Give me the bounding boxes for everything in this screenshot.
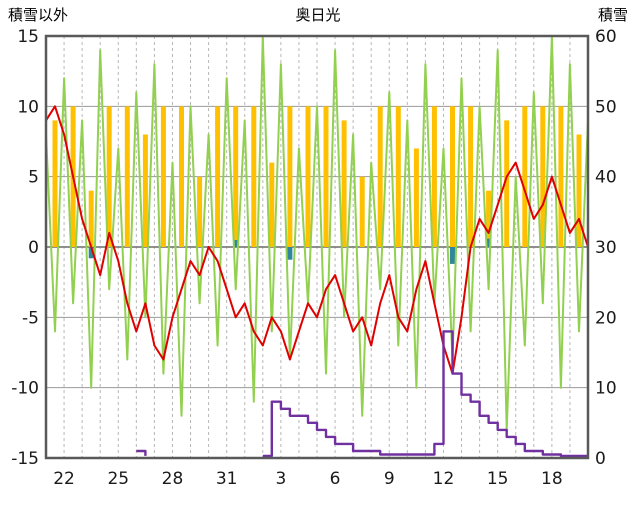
purple-step-line [136, 330, 588, 458]
orange-bars-bar [576, 134, 582, 247]
orange-bars-bar [124, 106, 130, 247]
red-line [45, 105, 589, 375]
orange-bars-bar [197, 176, 203, 247]
orange-bars-bar [359, 176, 365, 247]
green-spiky-line [45, 35, 589, 431]
blue-bars-bar [88, 247, 94, 259]
orange-bars-bar [233, 106, 239, 247]
orange-bars-bar [323, 106, 329, 247]
orange-bars-bar [287, 106, 293, 247]
orange-bars-bar [269, 162, 275, 247]
orange-bars-bar [486, 190, 492, 247]
orange-bars-bar [540, 106, 546, 247]
x-axis-tick-label: 31 [216, 469, 238, 489]
orange-bars-bar [305, 106, 311, 247]
right-axis-title: 積雪 [598, 6, 628, 24]
chart-title: 奥日光 [295, 6, 340, 24]
orange-bars-bar [431, 106, 437, 247]
left-axis-tick-label: 10 [17, 97, 39, 117]
left-axis-tick-label: -5 [22, 308, 39, 328]
orange-bars-bar [142, 134, 148, 247]
x-axis-tick-label: 18 [541, 469, 563, 489]
orange-bars-bar [179, 106, 184, 247]
orange-bars-bar [558, 106, 564, 247]
blue-bars-bar [450, 247, 455, 264]
x-axis-tick-label: 28 [162, 469, 184, 489]
right-axis-tick-label: 60 [595, 27, 617, 47]
x-axis-tick-label: 9 [384, 469, 395, 489]
orange-bars-bar [504, 120, 510, 247]
x-axis-tick-label: 6 [330, 469, 341, 489]
orange-bars-bar [160, 106, 166, 247]
left-axis-tick-label: 0 [28, 238, 39, 258]
orange-bars-bar [88, 190, 94, 247]
orange-bars-bar [251, 106, 257, 247]
plot-border [44, 34, 590, 460]
right-axis-tick-label: 50 [595, 97, 617, 117]
right-axis-tick-label: 0 [595, 449, 606, 469]
orange-bars-bar [395, 106, 401, 247]
right-axis-tick-label: 40 [595, 168, 617, 188]
blue-bars-bar [233, 240, 239, 247]
x-axis-tick-label: 15 [487, 469, 509, 489]
orange-bars-bar [450, 106, 455, 247]
orange-bars-bar [377, 106, 383, 247]
left-axis-tick-label: -15 [11, 449, 39, 469]
right-axis-tick-label: 10 [595, 379, 617, 399]
right-axis-tick-label: 20 [595, 308, 617, 328]
left-axis-title: 積雪以外 [8, 6, 68, 24]
orange-bars-bar [413, 148, 419, 247]
orange-bars-bar [106, 106, 112, 247]
orange-bars-bar [215, 106, 221, 247]
orange-bars-bar [522, 106, 528, 247]
left-axis-tick-label: -10 [11, 379, 39, 399]
right-axis-tick-label: 30 [595, 238, 617, 258]
blue-bars-bar [287, 247, 293, 260]
left-axis-tick-label: 15 [17, 27, 39, 47]
orange-bars-bar [52, 120, 58, 247]
x-axis-tick-label: 3 [275, 469, 286, 489]
x-axis-tick-label: 22 [53, 469, 75, 489]
x-axis-tick-label: 12 [433, 469, 455, 489]
x-axis-tick-label: 25 [107, 469, 129, 489]
orange-bars-bar [468, 106, 474, 247]
orange-bars-bar [341, 120, 347, 247]
left-axis-tick-label: 5 [28, 168, 39, 188]
blue-bars-bar [486, 238, 492, 247]
